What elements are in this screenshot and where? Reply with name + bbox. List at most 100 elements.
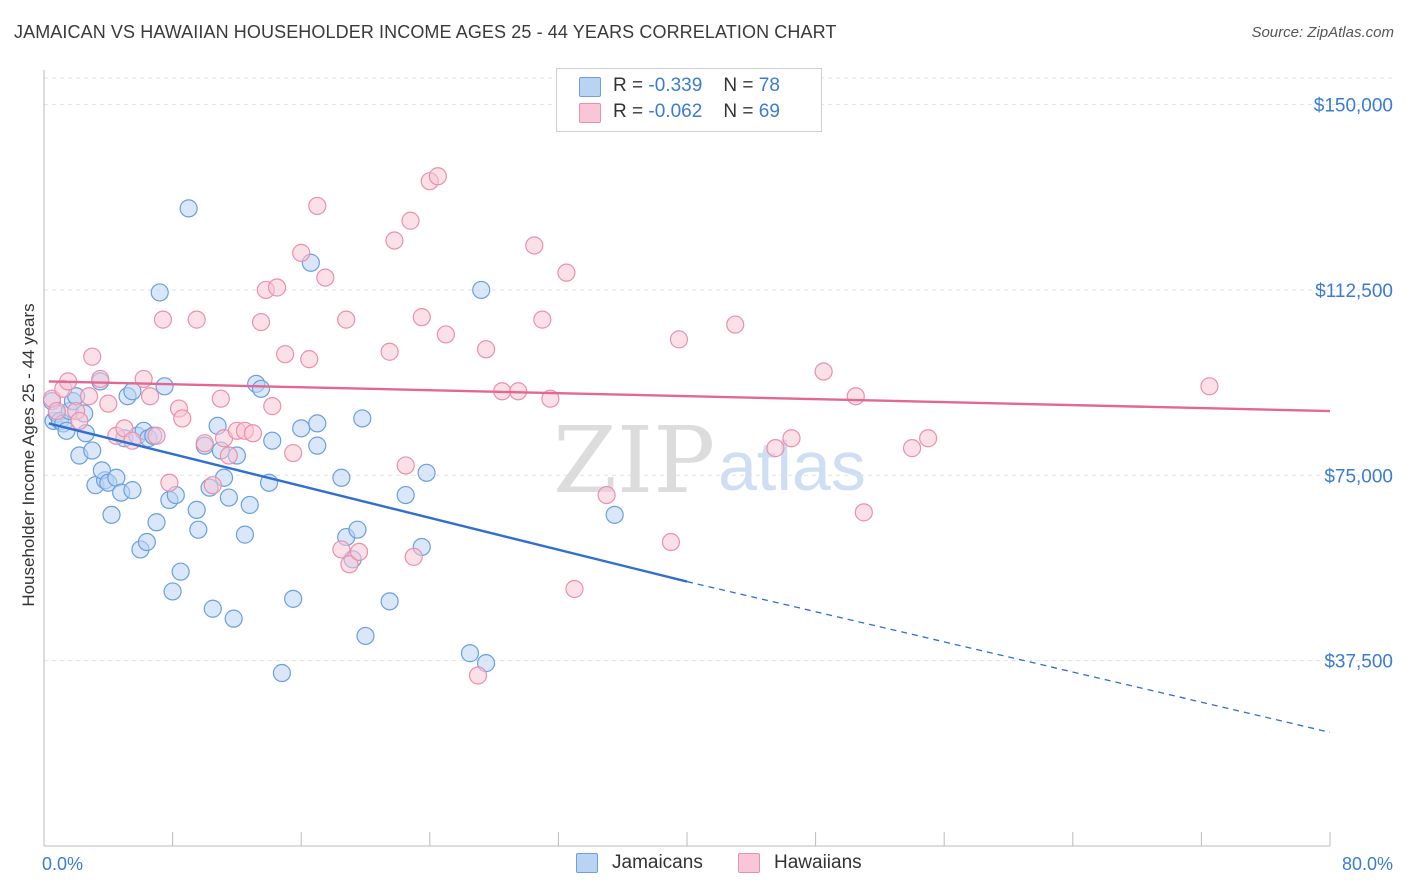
legend-n-label: N = [723, 75, 754, 96]
jamaican-point [396, 485, 415, 505]
hawaiian-point [284, 443, 303, 463]
jamaican-point [353, 409, 372, 428]
hawaiian-point [187, 310, 206, 329]
y-tick-label: $37,500 [1324, 652, 1393, 673]
jamaican-point [284, 589, 303, 608]
jamaican-point [356, 626, 375, 646]
hawaiian-point [99, 394, 118, 413]
jamaican-point [472, 280, 491, 300]
hawaiian-point [349, 542, 369, 562]
chart-title: JAMAICAN VS HAWAIIAN HOUSEHOLDER INCOME … [14, 22, 837, 42]
hawaiian-point [160, 473, 179, 492]
hawaiian-point [412, 308, 431, 327]
hawaiian-point [669, 330, 689, 349]
legend-r-label: R = [613, 101, 644, 122]
axes [43, 70, 1331, 847]
source-label: Source: ZipAtlas.com [1251, 24, 1394, 41]
hawaiian-point [814, 362, 833, 381]
jamaican-point [251, 379, 271, 398]
trend-line-hawaiians [48, 380, 1331, 413]
hawaiian-point [332, 540, 351, 559]
hawaiian-point [854, 503, 873, 522]
jamaican-point [219, 488, 238, 507]
jamaican-point [235, 525, 255, 544]
trend-line-jamaicans [48, 422, 688, 583]
legend-n-label: N = [723, 101, 754, 122]
x-tick-label-max: 80.0% [1342, 854, 1393, 874]
hawaiian-point [263, 397, 282, 416]
hawaiian-point [525, 236, 544, 255]
y-tick-label: $112,500 [1315, 281, 1393, 302]
hawaiian-point [401, 211, 420, 230]
trend-lines [48, 380, 1331, 733]
jamaican-point [189, 520, 208, 539]
hawaiian-point [300, 350, 319, 369]
hawaiian-point [47, 401, 66, 421]
hawaiian-point [292, 243, 311, 262]
hawaiian-point [436, 325, 455, 344]
jamaican-point [83, 441, 102, 460]
jamaican-point [380, 592, 399, 611]
trend-line-extension-jamaicans [686, 580, 1331, 733]
jamaican-point [179, 199, 198, 218]
hawaiian-point [337, 310, 356, 329]
hawaiian-point [79, 387, 99, 406]
jamaican-point [187, 500, 206, 519]
y-axis-title: Householder Income Ages 25 - 44 years [19, 303, 38, 606]
x-tick-label-min: 0.0% [42, 854, 83, 874]
jamaican-point [123, 481, 142, 500]
hawaiian-point [476, 340, 496, 359]
jamaican-point [155, 377, 174, 396]
hawaiian-point [468, 666, 488, 685]
legend-r-value-jamaicans: -0.339 [648, 75, 703, 96]
hawaiian-point [380, 342, 399, 361]
y-tick-label: $75,000 [1324, 466, 1393, 487]
legend-n-value-jamaicans: 78 [758, 75, 780, 96]
correlation-legend: R = -0.339 N = 78 R = -0.062 N = 69 [556, 68, 822, 132]
hawaiian-point [147, 426, 166, 445]
hawaiian-point [243, 424, 263, 443]
hawaiian-point [91, 369, 110, 389]
jamaican-point [102, 505, 121, 524]
hawaiian-point [565, 579, 584, 599]
y-tick-label: $150,000 [1314, 96, 1393, 117]
grid-lines [44, 77, 1394, 662]
jamaican-point [150, 283, 169, 302]
jamaican-point [203, 599, 222, 618]
hawaiian-point [195, 434, 214, 453]
hawaiian-point [557, 263, 576, 282]
hawaiian-point [316, 268, 335, 287]
jamaican-point [460, 644, 480, 663]
bottom-legend-label-hawaiians: Hawaiians [774, 852, 862, 873]
watermark-zip: ZIP [553, 407, 715, 514]
hawaiian-point [597, 485, 616, 505]
hawaiian-point [766, 439, 785, 458]
hawaiian-point [140, 387, 160, 406]
jamaican-point [308, 436, 327, 455]
jamaican-point [137, 532, 156, 552]
hawaiian-point [276, 345, 295, 364]
hawaiian-point [428, 167, 447, 186]
jamaican-point [292, 419, 311, 438]
y-tick-labels: $37,500 $75,000 $112,500 $150,000 [1314, 96, 1393, 673]
hawaiian-point [153, 310, 173, 329]
hawaiian-point [396, 456, 415, 475]
hawaiian-point [541, 389, 560, 408]
jamaican-point [171, 562, 190, 581]
legend-r-value-hawaiians: -0.062 [648, 101, 703, 122]
hawaiian-point [782, 429, 801, 448]
jamaican-point [348, 520, 367, 539]
hawaiian-point [533, 310, 552, 329]
hawaiian-point [267, 278, 287, 297]
hawaiian-point [211, 389, 230, 408]
hawaiian-point [203, 476, 222, 495]
jamaican-point [605, 505, 624, 524]
hawaiian-point [726, 315, 745, 334]
jamaican-point [263, 431, 282, 450]
hawaiian-point [404, 547, 423, 566]
hawaiian-point [661, 532, 681, 552]
jamaican-point [332, 468, 351, 487]
data-points [42, 167, 1219, 685]
jamaican-point [240, 495, 259, 515]
